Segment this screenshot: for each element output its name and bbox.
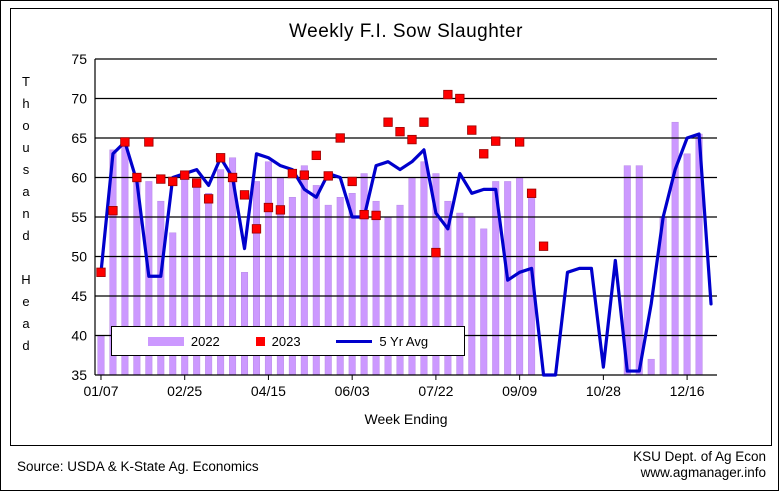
ksu-credit-line2: www.agmanager.info xyxy=(640,465,766,480)
svg-text:70: 70 xyxy=(71,91,87,107)
chart-title: Weekly F.I. Sow Slaughter xyxy=(289,21,523,42)
ksu-credit-line1: KSU Dept. of Ag Econ xyxy=(633,449,766,464)
legend-label-2022: 2022 xyxy=(190,333,220,349)
svg-text:06/03: 06/03 xyxy=(335,383,370,399)
legend-label-2023: 2023 xyxy=(271,333,301,349)
svg-text:02/25: 02/25 xyxy=(167,383,202,399)
legend-swatch-2022-bar xyxy=(147,336,184,346)
svg-text:65: 65 xyxy=(71,130,87,146)
svg-text:45: 45 xyxy=(71,288,87,304)
svg-text:07/22: 07/22 xyxy=(418,383,453,399)
svg-text:35: 35 xyxy=(71,367,87,383)
legend-label-5yr-avg: 5 Yr Avg xyxy=(379,333,429,349)
ksu-credit: KSU Dept. of Ag Econ www.agmanager.info xyxy=(633,449,766,481)
svg-text:10/28: 10/28 xyxy=(586,383,621,399)
chart-canvas: 01/07 02/25 04/15 06/03 07/22 09/09 10/28 12/16… xyxy=(71,51,717,399)
svg-text:60: 60 xyxy=(71,170,87,186)
svg-text:75: 75 xyxy=(71,51,87,67)
x-tick-labels: 01/07 02/25 04/15 06/03 07/22 09/09 10/28 12/16 xyxy=(83,375,705,399)
svg-text:09/09: 09/09 xyxy=(502,383,537,399)
y-axis-label: Thousand Head xyxy=(18,74,34,360)
svg-text:55: 55 xyxy=(71,209,87,225)
markers-2023 xyxy=(96,89,549,277)
line-5yr-avg xyxy=(99,132,713,377)
svg-text:01/07: 01/07 xyxy=(83,383,118,399)
svg-text:50: 50 xyxy=(71,249,87,265)
chart-legend: 2022 2023 5 Yr Avg xyxy=(111,326,465,356)
legend-swatch-2023-square xyxy=(255,336,265,346)
svg-text:12/16: 12/16 xyxy=(670,383,705,399)
legend-swatch-5yr-line xyxy=(336,339,373,343)
x-axis-label: Week Ending xyxy=(364,411,448,427)
legend-item-2022: 2022 xyxy=(147,333,220,349)
source-text: Source: USDA & K-State Ag. Economics xyxy=(17,459,259,474)
legend-item-2023: 2023 xyxy=(255,333,301,349)
y-tick-labels: 35 40 45 50 55 60 65 70 75 xyxy=(71,51,87,383)
chart-figure: Weekly F.I. Sow Slaughter Thousand Head … xyxy=(10,8,772,446)
svg-text:40: 40 xyxy=(71,328,87,344)
svg-text:04/15: 04/15 xyxy=(251,383,286,399)
legend-item-5yr-avg: 5 Yr Avg xyxy=(336,334,428,349)
